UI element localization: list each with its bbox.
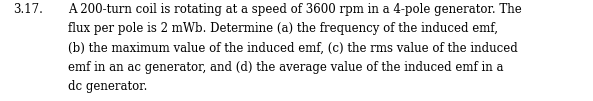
- Text: A 200-turn coil is rotating at a speed of 3600 rpm in a 4-pole generator. The: A 200-turn coil is rotating at a speed o…: [68, 3, 522, 16]
- Text: 3.17.: 3.17.: [13, 3, 43, 16]
- Text: (b) the maximum value of the induced emf, (c) the rms value of the induced: (b) the maximum value of the induced emf…: [68, 41, 518, 54]
- Text: flux per pole is 2 mWb. Determine (a) the frequency of the induced emf,: flux per pole is 2 mWb. Determine (a) th…: [68, 22, 498, 35]
- Text: emf in an ac generator, and (d) the average value of the induced emf in a: emf in an ac generator, and (d) the aver…: [68, 61, 503, 74]
- Text: dc generator.: dc generator.: [68, 80, 148, 93]
